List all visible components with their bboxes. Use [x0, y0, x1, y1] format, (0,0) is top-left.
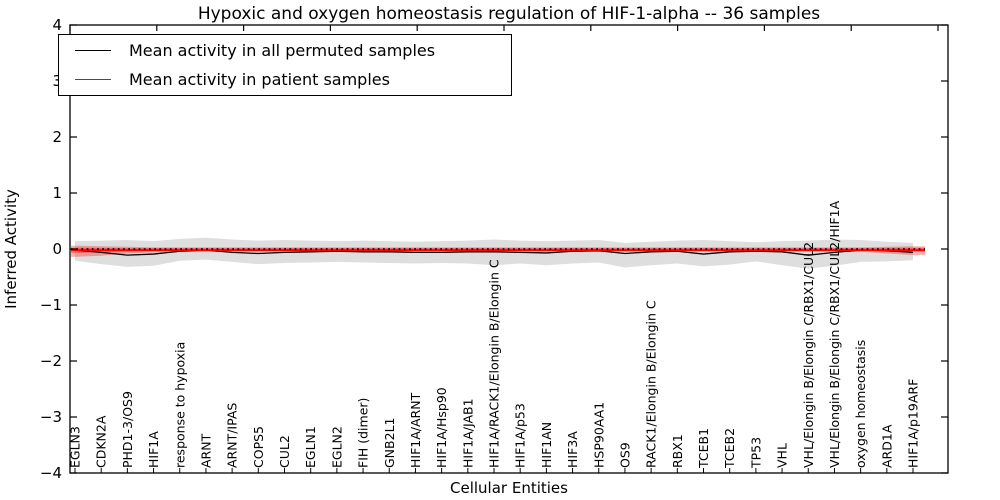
y-tick-label: −3	[40, 408, 62, 426]
x-tick-label: PHD1-3/OS9	[120, 391, 135, 468]
y-tick-label: 2	[52, 128, 62, 146]
legend-entry-permuted: Mean activity in all permuted samples	[59, 36, 511, 65]
x-tick-label: TCEB2	[722, 428, 737, 469]
x-tick-label: response to hypoxia	[172, 342, 187, 468]
x-axis-label: Cellular Entities	[450, 479, 568, 497]
legend-line-patient-icon	[75, 79, 111, 80]
x-tick-label: CUL2	[277, 435, 292, 468]
x-tick-label: HIF1A/ARNT	[408, 392, 423, 468]
x-tick-label: RACK1/Elongin B/Elongin C	[644, 300, 659, 468]
x-tick-label: VHL	[775, 443, 790, 468]
permuted-sample-range-band	[75, 237, 913, 269]
x-tick-label: HIF1A/JAB1	[460, 398, 475, 468]
x-tick-label: TCEB1	[696, 428, 711, 469]
x-tick-label: HIF1A/RACK1/Elongin B/Elongin C	[487, 259, 502, 468]
x-tick-label: ARNT	[198, 433, 213, 468]
x-tick-label: HIF1A	[146, 431, 161, 468]
x-tick-label: VHL/Elongin B/Elongin C/RBX1/CUL2/HIF1A	[827, 200, 842, 468]
y-tick-label: −4	[40, 464, 62, 482]
x-tick-label: HIF1A/Hsp90	[434, 387, 449, 468]
y-tick-label: 0	[52, 240, 62, 258]
legend-entry-label: Mean activity in patient samples	[129, 70, 390, 89]
y-axis-label: Inferred Activity	[2, 189, 20, 309]
x-tick-label: ARD1A	[879, 424, 894, 468]
legend-entry-label: Mean activity in all permuted samples	[129, 41, 436, 60]
x-tick-label: RBX1	[670, 434, 685, 468]
legend-entry-patient: Mean activity in patient samples	[59, 65, 511, 94]
x-tick-label: COPS5	[251, 426, 266, 468]
y-tick-label: 3	[52, 72, 62, 90]
x-tick-label: CDKN2A	[94, 415, 109, 468]
x-tick-label: TP53	[748, 437, 763, 469]
x-tick-label: oxygen homeostasis	[853, 340, 868, 468]
y-tick-label: 1	[52, 184, 62, 202]
x-tick-label: GNB2L1	[382, 418, 397, 468]
y-tick-label: 4	[52, 16, 62, 34]
x-tick-label: HIF1A/p53	[513, 403, 528, 468]
x-tick-label: HSP90AA1	[591, 402, 606, 468]
x-tick-label: HIF1A/p19ARF	[906, 379, 921, 468]
x-tick-label: HIF3A	[565, 431, 580, 468]
chart-title: Hypoxic and oxygen homeostasis regulatio…	[197, 4, 821, 24]
x-tick-label: EGLN1	[303, 426, 318, 468]
x-tick-label: FIH (dimer)	[356, 398, 371, 468]
y-tick-label: −2	[40, 352, 62, 370]
x-tick-label: EGLN3	[68, 426, 83, 468]
x-tick-label: ARNT/IPAS	[225, 403, 240, 468]
x-tick-label: OS9	[617, 442, 632, 468]
legend-line-permuted-icon	[75, 50, 111, 51]
x-tick-label: EGLN2	[329, 426, 344, 468]
x-tick-label: VHL/Elongin B/Elongin C/RBX1/CUL2	[801, 242, 816, 468]
x-tick-label: HIF1AN	[539, 422, 554, 468]
y-tick-label: −1	[40, 296, 62, 314]
legend: Mean activity in all permuted samples Me…	[58, 34, 512, 96]
